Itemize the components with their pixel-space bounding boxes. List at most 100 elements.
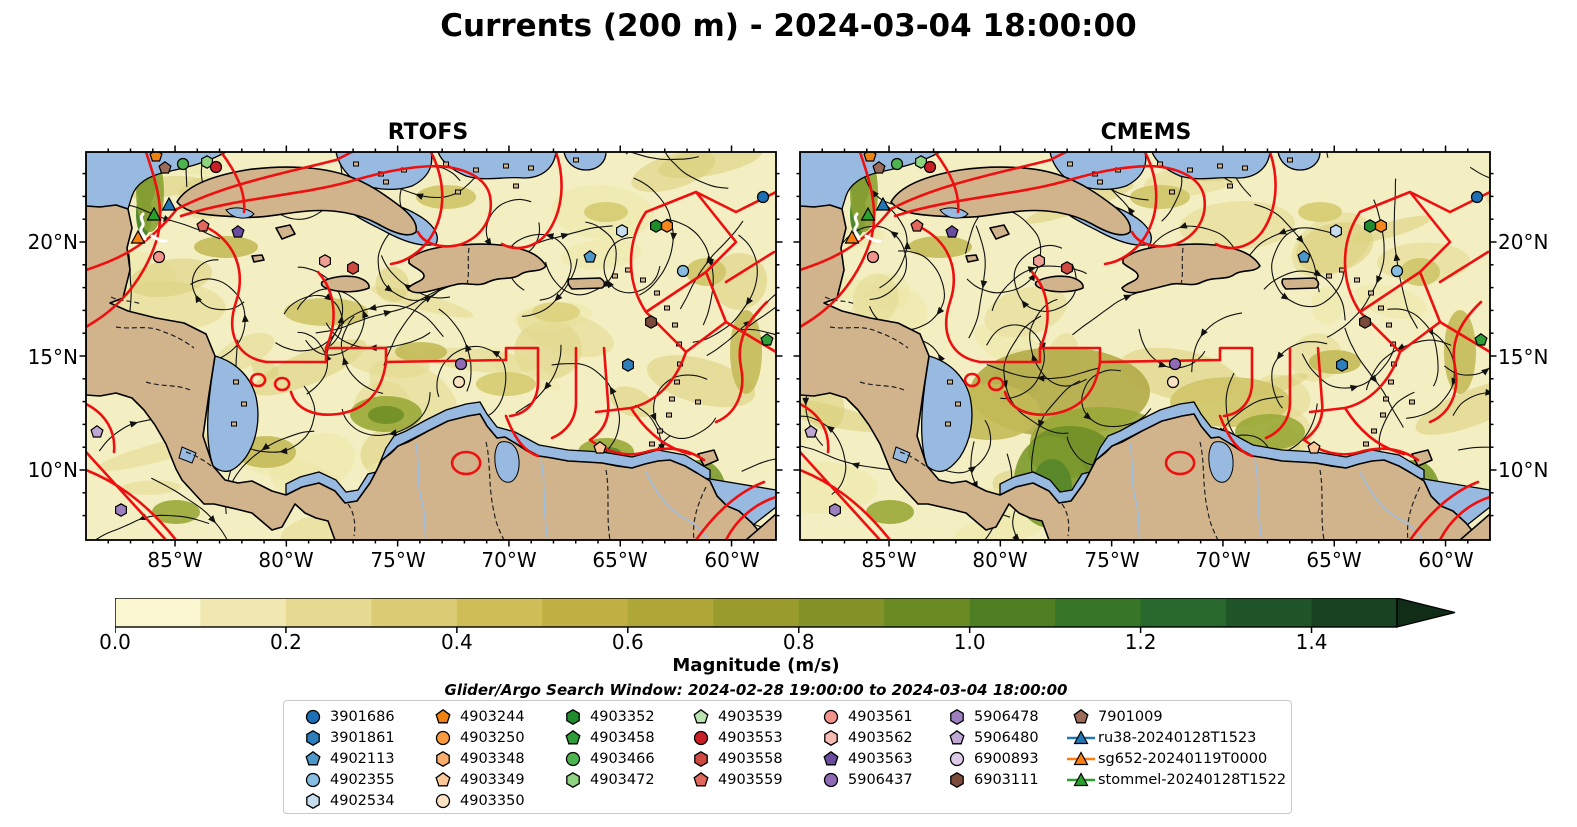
- float-marker-4903561: [152, 250, 166, 264]
- float-marker-4903472: [201, 155, 213, 169]
- float-legend-icon: [298, 709, 328, 725]
- river: [645, 471, 709, 540]
- legend-entry: 4903458: [558, 727, 655, 748]
- legend-entry: 4902113: [298, 748, 395, 769]
- float-legend-icon: [816, 709, 846, 725]
- float-markers: [804, 152, 1488, 517]
- legend-entry: 4903466: [558, 748, 655, 769]
- float-marker-7901009: [158, 161, 172, 174]
- glider-legend-icon: [1066, 771, 1096, 788]
- country-border: [485, 441, 505, 540]
- float-legend-icon: [686, 708, 716, 725]
- lon-tick-label-cmems: 65°W: [1306, 548, 1362, 572]
- eddy-contours: [800, 152, 1490, 540]
- islet: [1383, 396, 1389, 402]
- islet: [1368, 290, 1374, 296]
- float-marker-stommel-20240128T1522: [860, 206, 876, 221]
- lon-tick-label-rtofs: 60°W: [704, 548, 760, 572]
- landmass: [890, 166, 1132, 236]
- islet: [241, 401, 247, 407]
- lon-tick-label-rtofs: 70°W: [481, 548, 537, 572]
- landmass: [251, 254, 265, 263]
- islet: [1371, 428, 1377, 434]
- legend-entry: 4903348: [428, 748, 525, 769]
- lon-tick-label-rtofs: 75°W: [370, 548, 426, 572]
- float-marker-5906437: [454, 357, 468, 371]
- float-legend-icon: [558, 771, 588, 788]
- float-marker-4903349: [1307, 441, 1321, 454]
- lake: [178, 446, 197, 464]
- axis-ticks: [79, 145, 783, 547]
- legend-entry: 5906478: [942, 706, 1039, 727]
- legend-label: 4902534: [330, 792, 395, 809]
- legend-entry: sg652-20240119T0000: [1066, 748, 1286, 769]
- current-magnitude-patch: [1298, 202, 1342, 222]
- float-marker-5906478: [115, 503, 127, 517]
- float-marker-4902534: [616, 224, 628, 238]
- legend-entry: 4903350: [428, 790, 525, 811]
- islet: [1354, 277, 1360, 283]
- islet: [640, 277, 646, 283]
- float-marker-5906437: [1168, 357, 1182, 371]
- islet: [1339, 267, 1345, 273]
- axis-ticks: [793, 145, 1497, 547]
- float-marker-4903352: [650, 219, 662, 233]
- country-border: [115, 326, 195, 349]
- islet: [654, 290, 660, 296]
- legend-label: 4903472: [590, 771, 655, 788]
- legend-column: 4903539 4903553 4903558 4903559: [686, 706, 783, 790]
- float-legend-icon: [816, 772, 846, 788]
- legend-column: 4903352 4903458 4903466 4903472: [558, 706, 655, 790]
- islet: [1386, 322, 1392, 328]
- river: [1254, 459, 1263, 540]
- rtofs-map: [79, 145, 783, 547]
- lat-tick-label-rtofs: 15°N: [27, 345, 78, 369]
- landmass: [320, 275, 370, 293]
- float-marker-4903349: [593, 441, 607, 454]
- figure-title: Currents (200 m) - 2024-03-04 18:00:00: [440, 8, 1137, 44]
- float-marker-ru38-20240128T1523: [161, 196, 177, 211]
- float-legend-icon: [428, 708, 458, 725]
- float-legend-icon: [686, 771, 716, 788]
- country-border: [859, 381, 905, 391]
- country-border: [145, 381, 191, 391]
- float-marker-4903558: [1061, 261, 1073, 275]
- islet: [233, 379, 239, 385]
- islet: [528, 165, 534, 171]
- islet: [1242, 165, 1248, 171]
- float-legend-icon: [558, 708, 588, 725]
- islet: [503, 163, 509, 169]
- float-legend-icon: [942, 771, 972, 788]
- float-marker-4903563: [231, 225, 245, 238]
- float-marker-sg652-20240119T0000: [130, 229, 146, 244]
- landmass: [1121, 243, 1261, 294]
- colorbar-tick-label: 0.6: [611, 630, 644, 654]
- float-marker-6903111: [645, 315, 657, 329]
- legend-entry: 4903349: [428, 769, 525, 790]
- current-magnitude-patch: [866, 500, 914, 524]
- landmass: [1034, 275, 1084, 293]
- lat-tick-label-cmems: 15°N: [1498, 345, 1549, 369]
- map-frame: [85, 151, 777, 541]
- legend-label: 4903244: [460, 708, 525, 725]
- float-legend-icon: [942, 729, 972, 746]
- float-marker-4903350: [452, 375, 466, 389]
- landmass: [1459, 513, 1490, 540]
- colorbar-tick-label: 0.0: [99, 630, 131, 654]
- legend-entry: 4903472: [558, 769, 655, 790]
- legend-label: 4903352: [590, 708, 655, 725]
- lon-tick-label-cmems: 85°W: [861, 548, 917, 572]
- float-marker-4903553: [923, 160, 937, 174]
- islet: [947, 379, 953, 385]
- lake: [892, 446, 911, 464]
- current-magnitude-patch: [584, 202, 628, 222]
- float-marker-4902534: [1330, 224, 1342, 238]
- lake: [939, 207, 969, 219]
- legend-label: 6903111: [974, 771, 1039, 788]
- float-marker-4903350: [1166, 375, 1180, 389]
- colorbar-tick-label: 1.0: [953, 630, 986, 654]
- lake: [225, 207, 255, 219]
- current-magnitude-patch: [1235, 414, 1305, 450]
- islet: [1388, 379, 1394, 385]
- legend-label: 4903250: [460, 729, 525, 746]
